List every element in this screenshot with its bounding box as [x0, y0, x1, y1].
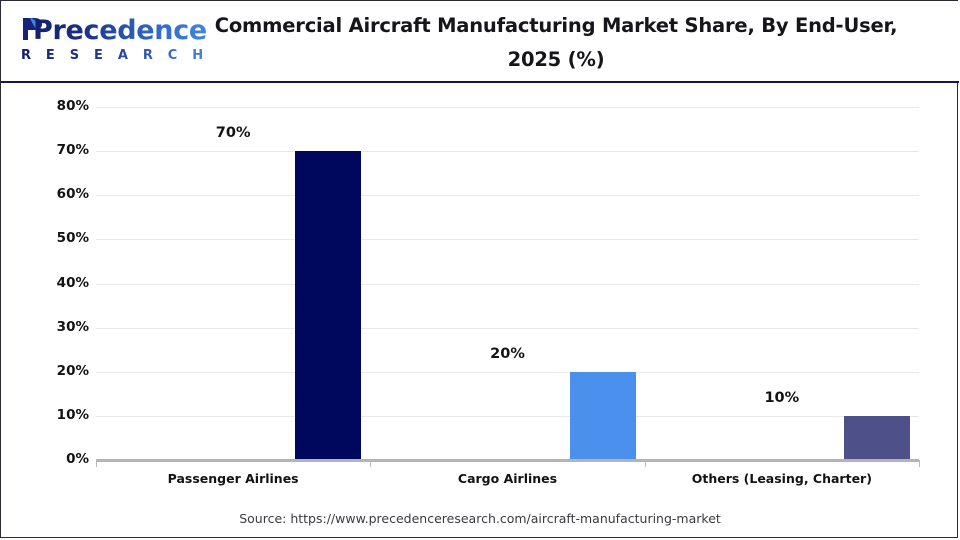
- x-axis-line: [96, 459, 919, 462]
- chart-header: Precedence R E S E A R C H Commercial Ai…: [1, 1, 959, 81]
- gridline: [96, 327, 919, 329]
- gridline: [96, 107, 919, 108]
- bar-cargo-airlines[interactable]: [569, 371, 636, 460]
- y-axis-tick-label: 50%: [56, 230, 89, 247]
- logo-subtitle: R E S E A R C H: [21, 48, 209, 63]
- y-axis-tick-label: 70%: [56, 142, 89, 159]
- gridline: [96, 283, 919, 285]
- x-axis-tick: [96, 460, 97, 467]
- x-axis-tick: [919, 460, 920, 467]
- gridline: [96, 195, 919, 197]
- x-axis-tick: [370, 460, 372, 467]
- logo-wordmark: Precedence: [33, 15, 207, 46]
- y-axis-tick-label: 40%: [56, 274, 89, 291]
- x-axis-category-label: Passenger Airlines: [167, 471, 299, 486]
- bar-value-label: 10%: [764, 389, 800, 406]
- y-axis-tick-label: 30%: [56, 318, 89, 335]
- bar-passenger-airlines[interactable]: [295, 151, 362, 460]
- source-note: Source: https://www.precedenceresearch.c…: [239, 511, 721, 526]
- x-axis-category-label: Others (Leasing, Charter): [691, 471, 872, 486]
- page-title: Commercial Aircraft Manufacturing Market…: [214, 14, 898, 71]
- leaf-p-mark-icon: [23, 18, 42, 40]
- bar-value-label: 20%: [490, 345, 525, 362]
- y-axis-tick-label: 80%: [56, 98, 89, 114]
- bar-value-label: 70%: [215, 125, 251, 142]
- plot-region: 0% 10% 20% 30% 40% 50% 60% 70% 80% 70% 20% 10%: [1, 83, 959, 483]
- y-axis-tick-label: 60%: [56, 186, 89, 203]
- x-axis-category-label: Cargo Airlines: [457, 471, 558, 486]
- y-axis-tick-label: 0%: [66, 451, 89, 467]
- header-divider: [1, 81, 959, 83]
- bar-others-leasing-charter[interactable]: [843, 415, 910, 460]
- y-axis-labels: 0% 10% 20% 30% 40% 50% 60% 70% 80%: [23, 98, 89, 467]
- y-axis-tick-label: 20%: [56, 362, 89, 379]
- gridline: [96, 371, 919, 373]
- gridline: [96, 151, 919, 153]
- precedence-research-logo: Precedence R E S E A R C H: [11, 15, 207, 67]
- gridline: [96, 239, 919, 241]
- x-axis-tick: [644, 460, 646, 467]
- plot-area: [96, 107, 919, 460]
- y-axis-tick-label: 10%: [56, 406, 89, 423]
- gridline: [96, 415, 919, 417]
